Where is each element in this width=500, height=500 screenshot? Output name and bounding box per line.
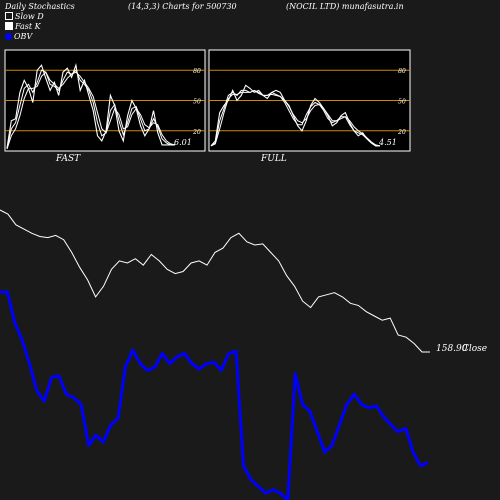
fast-last-value: 6.01 <box>174 138 192 147</box>
legend-obv: OBV <box>5 32 32 41</box>
close-label: Close <box>462 344 487 354</box>
full-last-value: 4.51 <box>378 138 397 147</box>
fast-level-label: 20 <box>192 129 201 136</box>
legend-fast-k: Fast K <box>5 22 41 31</box>
full-series-line <box>210 84 380 147</box>
close-price-line <box>0 209 430 353</box>
chart-title: Daily Stochastics <box>5 2 75 11</box>
blue-circle-icon <box>5 33 12 40</box>
full-panel-label: FULL <box>260 154 287 164</box>
full-level-label: 20 <box>397 129 406 136</box>
legend-label: Slow D <box>15 12 44 21</box>
filled-square-icon <box>5 22 13 30</box>
chart-params: (14,3,3) Charts for 500730 <box>128 2 237 11</box>
fast-level-label: 50 <box>193 99 201 106</box>
legend-label: Fast K <box>15 22 41 31</box>
fast-panel-label: FAST <box>55 154 81 164</box>
fast-series-line <box>6 71 176 150</box>
company-name: (NOCIL LTD) munafasutra.in <box>286 2 404 11</box>
last-close-value: 158.90 <box>436 344 468 354</box>
legend-label: OBV <box>14 32 33 41</box>
fast-level-label: 80 <box>193 68 201 75</box>
obv-line <box>0 290 429 500</box>
legend-slow-d: Slow D <box>5 12 44 21</box>
full-level-label: 50 <box>398 99 406 106</box>
full-level-label: 80 <box>398 68 406 75</box>
full-series-line <box>210 89 381 147</box>
open-square-icon <box>5 12 13 20</box>
